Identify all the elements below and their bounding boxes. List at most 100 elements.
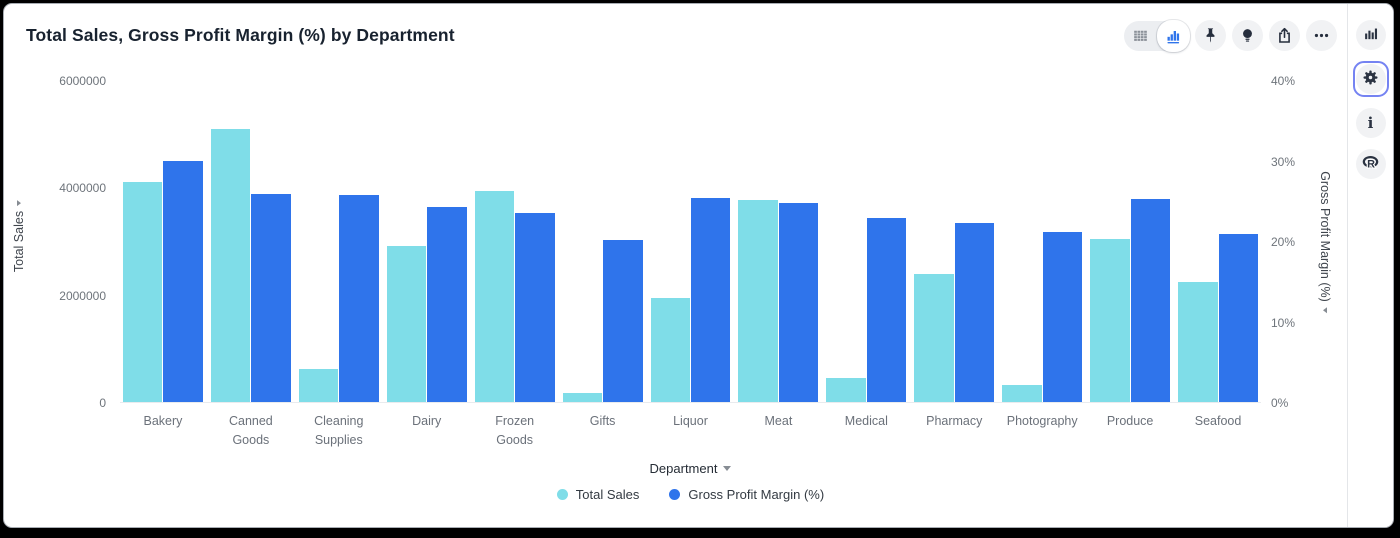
plot-area <box>120 81 1261 403</box>
bar-gross-profit-margin[interactable] <box>866 218 907 402</box>
page-title: Total Sales, Gross Profit Margin (%) by … <box>26 25 455 45</box>
x-tick-label: Frozen Goods <box>495 414 535 448</box>
x-tick-label: Cleaning Supplies <box>314 414 364 448</box>
gear-icon <box>1361 68 1380 90</box>
chart: Total Sales 6000000 4000000 2000000 0 40% 30… <box>4 74 1347 410</box>
toolbar <box>1124 19 1337 52</box>
bar-total-sales[interactable] <box>386 246 427 402</box>
export-button[interactable] <box>1269 20 1300 51</box>
x-tick-label: Dairy <box>412 414 442 428</box>
bar-chart-icon <box>1164 26 1184 46</box>
y-tick-label: 40% <box>1271 74 1296 88</box>
y-tick-label: 6000000 <box>59 74 106 88</box>
x-tick-label: Photography <box>1006 414 1078 428</box>
sidebar-r-button[interactable]: R <box>1355 149 1386 179</box>
sort-indicator-icon[interactable] <box>1323 306 1328 313</box>
table-icon <box>1131 26 1150 45</box>
y-tick-label: 0 <box>99 396 106 410</box>
bar-group <box>1176 81 1260 402</box>
bar-total-sales[interactable] <box>650 297 690 402</box>
legend-dot <box>669 488 681 500</box>
bar-total-sales[interactable] <box>738 199 778 402</box>
bar-total-sales[interactable] <box>1178 281 1218 402</box>
table-view-button[interactable] <box>1124 21 1157 51</box>
bar-total-sales[interactable] <box>562 392 603 402</box>
bar-gross-profit-margin[interactable] <box>339 194 379 402</box>
sidebar-settings-button[interactable] <box>1355 64 1386 94</box>
y-tick-label: 2000000 <box>59 288 106 303</box>
share-icon <box>1275 26 1294 45</box>
app-window: Total Sales, Gross Profit Margin (%) by … <box>3 3 1394 528</box>
bar-gross-profit-margin[interactable] <box>427 207 467 402</box>
y-tick-label: 0% <box>1271 396 1289 410</box>
legend-item[interactable]: Total Sales <box>556 486 640 502</box>
right-sidebar: i R <box>1347 4 1393 527</box>
bar-gross-profit-margin[interactable] <box>1218 234 1258 402</box>
y-tick-label: 4000000 <box>59 181 106 196</box>
x-tick-label: Liquor <box>673 414 708 428</box>
bar-gross-profit-margin[interactable] <box>1042 231 1083 402</box>
bar-total-sales[interactable] <box>474 190 515 402</box>
bar-gross-profit-margin[interactable] <box>1130 198 1171 402</box>
info-icon: i <box>1367 113 1374 132</box>
legend-row: Total Sales Gross Profit Margin (%) <box>4 487 1347 502</box>
bar-total-sales[interactable] <box>826 378 866 402</box>
bar-group <box>649 81 733 402</box>
bar-gross-profit-margin[interactable] <box>603 239 643 402</box>
chart-view-button[interactable] <box>1157 19 1190 52</box>
bar-gross-profit-margin[interactable] <box>954 223 995 402</box>
bar-group <box>385 81 469 402</box>
x-tick-label: Pharmacy <box>926 414 983 428</box>
pin-button[interactable] <box>1195 20 1226 51</box>
x-tick-label: Canned Goods <box>228 414 273 448</box>
x-tick-label: Meat <box>764 414 793 428</box>
bar-gross-profit-margin[interactable] <box>778 202 819 402</box>
bar-total-sales[interactable] <box>210 128 251 402</box>
sort-indicator-icon[interactable] <box>17 199 21 206</box>
bar-total-sales[interactable] <box>298 369 339 402</box>
legend-label: Gross Profit Margin (%) <box>688 486 825 502</box>
bar-gross-profit-margin[interactable] <box>251 194 291 402</box>
bar-group <box>912 81 996 402</box>
x-tick-label: Medical <box>844 414 888 428</box>
svg-text:R: R <box>1367 159 1375 171</box>
bar-group <box>1088 81 1172 402</box>
sidebar-settings-selected <box>1352 61 1389 97</box>
bar-gross-profit-margin[interactable] <box>690 198 731 402</box>
more-options-button[interactable] <box>1306 20 1337 51</box>
insights-button[interactable] <box>1232 20 1263 51</box>
legend: Total Sales Gross Profit Margin (%) <box>120 487 1261 502</box>
header: Total Sales, Gross Profit Margin (%) by … <box>4 4 1347 54</box>
x-axis-label[interactable]: Department <box>120 461 1261 476</box>
bar-group <box>824 81 908 402</box>
y-tick-label: 30% <box>1271 154 1296 169</box>
ellipsis-icon <box>1312 26 1331 45</box>
y-axis-title-left-label: Total Sales <box>12 210 26 272</box>
pin-icon <box>1201 26 1220 45</box>
y-axis-title-right: Gross Profit Margin (%) <box>1311 81 1347 403</box>
x-axis: Bakery Canned Goods Cleaning Supplies Dairy… <box>4 403 1347 451</box>
bar-group <box>1000 81 1084 402</box>
legend-item[interactable]: Gross Profit Margin (%) <box>669 487 824 502</box>
bar-total-sales[interactable] <box>1090 239 1130 402</box>
bar-total-sales[interactable] <box>914 274 954 402</box>
bar-gross-profit-margin[interactable] <box>515 212 555 402</box>
y-axis-ticks-right: 40% 30% 20% 10% 0% <box>1261 74 1311 410</box>
bar-group <box>736 81 820 402</box>
bar-total-sales[interactable] <box>1002 384 1042 402</box>
y-tick-label: 10% <box>1271 315 1296 330</box>
bar-total-sales[interactable] <box>123 181 163 402</box>
bar-chart-icon <box>1362 25 1379 45</box>
legend-dot <box>556 488 568 500</box>
bar-group <box>121 81 205 402</box>
x-tick-label: Seafood <box>1194 414 1242 428</box>
bar-group <box>473 81 557 402</box>
x-axis-label-row: Department <box>4 461 1347 476</box>
bar-group <box>561 81 645 402</box>
sidebar-chart-button[interactable] <box>1355 20 1386 50</box>
sidebar-info-button[interactable]: i <box>1355 108 1386 138</box>
x-axis-ticks: Bakery Canned Goods Cleaning Supplies Dairy… <box>120 412 1261 451</box>
bar-gross-profit-margin[interactable] <box>163 161 203 402</box>
view-toggle <box>1124 19 1190 52</box>
legend-label: Total Sales <box>575 486 640 502</box>
